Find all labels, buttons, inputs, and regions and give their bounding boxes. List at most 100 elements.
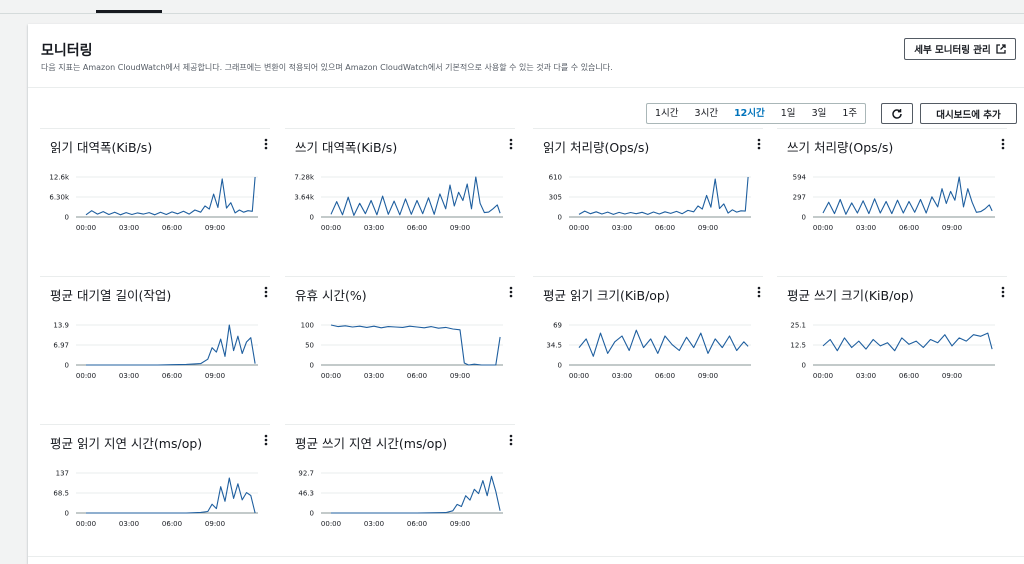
metric-chart: 100 50 0 00:00 03:00 06:00 09:00 bbox=[301, 322, 503, 380]
metric-chart: 12.6k 6.30k 0 00:00 03:00 06:00 09:00 bbox=[49, 174, 258, 232]
metric-chart: 594 297 0 00:00 03:00 06:00 09:00 bbox=[793, 174, 995, 232]
y-tick-label: 25.1 bbox=[790, 322, 806, 330]
manage-detailed-monitoring-button[interactable]: 세부 모니터링 관리 bbox=[904, 38, 1016, 60]
y-tick-label: 68.5 bbox=[53, 490, 69, 498]
chart-title: 쓰기 대역폭(KiB/s) bbox=[295, 140, 398, 155]
more-options-icon[interactable] bbox=[507, 137, 515, 151]
y-tick-label: 34.5 bbox=[546, 342, 562, 350]
time-range-option[interactable]: 3시간 bbox=[694, 108, 719, 119]
x-tick-label: 09:00 bbox=[698, 372, 718, 380]
metric-chart-card: 평균 대기열 길이(작업) 13.9 6.97 0 00:00 03:00 06:00 09:… bbox=[40, 276, 270, 415]
y-tick-label: 7.28k bbox=[294, 174, 315, 182]
chart-title: 읽기 처리량(Ops/s) bbox=[543, 140, 650, 155]
y-tick-label: 0 bbox=[310, 510, 314, 518]
x-tick-label: 00:00 bbox=[569, 224, 589, 232]
y-tick-label: 0 bbox=[558, 362, 562, 370]
refresh-icon bbox=[892, 108, 902, 119]
manage-detailed-monitoring-label: 세부 모니터링 관리 bbox=[914, 45, 991, 56]
time-range-option[interactable]: 1시간 bbox=[655, 108, 679, 119]
x-tick-label: 00:00 bbox=[813, 372, 833, 380]
metric-chart: 610 305 0 00:00 03:00 06:00 09:00 bbox=[549, 174, 751, 232]
x-tick-label: 06:00 bbox=[407, 224, 427, 232]
refresh-button[interactable] bbox=[881, 103, 913, 124]
x-tick-label: 03:00 bbox=[612, 224, 632, 232]
y-tick-label: 305 bbox=[549, 194, 562, 202]
add-to-dashboard-button[interactable]: 대시보드에 추가 bbox=[920, 103, 1017, 124]
x-tick-label: 09:00 bbox=[698, 224, 718, 232]
x-tick-label: 00:00 bbox=[321, 520, 341, 528]
more-options-icon[interactable] bbox=[755, 285, 763, 299]
series-line bbox=[86, 324, 256, 366]
x-tick-label: 09:00 bbox=[942, 372, 962, 380]
series-line bbox=[578, 329, 749, 357]
time-range-option[interactable]: 12시간 bbox=[734, 108, 765, 119]
series-line bbox=[331, 475, 501, 514]
y-tick-label: 0 bbox=[802, 214, 806, 222]
x-tick-label: 06:00 bbox=[162, 372, 182, 380]
more-options-icon[interactable] bbox=[262, 137, 270, 151]
metric-chart-card: 쓰기 처리량(Ops/s) 594 297 0 00:00 03:00 06:00 09:00 bbox=[777, 128, 1007, 267]
y-tick-label: 13.9 bbox=[53, 322, 69, 330]
x-tick-label: 06:00 bbox=[655, 372, 675, 380]
external-link-icon bbox=[996, 44, 1006, 54]
x-tick-label: 06:00 bbox=[407, 372, 427, 380]
more-options-icon[interactable] bbox=[262, 433, 270, 447]
active-tab-indicator bbox=[96, 10, 162, 13]
panel-header: 모니터링 다음 지표는 Amazon CloudWatch에서 제공합니다. 그… bbox=[28, 24, 1024, 88]
metric-chart: 13.9 6.97 0 00:00 03:00 06:00 09:00 bbox=[53, 322, 258, 380]
time-range-option[interactable]: 1일 bbox=[780, 108, 796, 119]
metric-chart-card: 유휴 시간(%) 100 50 0 00:00 03:00 06:00 09:00 bbox=[285, 276, 515, 415]
y-tick-label: 12.6k bbox=[49, 174, 70, 182]
y-tick-label: 297 bbox=[793, 194, 806, 202]
chart-title: 쓰기 처리량(Ops/s) bbox=[787, 140, 894, 155]
x-tick-label: 03:00 bbox=[119, 372, 139, 380]
x-tick-label: 00:00 bbox=[76, 224, 96, 232]
time-range-option[interactable]: 1주 bbox=[842, 108, 858, 119]
y-tick-label: 0 bbox=[802, 362, 806, 370]
x-tick-label: 00:00 bbox=[321, 224, 341, 232]
chart-title: 평균 읽기 크기(KiB/op) bbox=[543, 288, 670, 303]
series-line bbox=[822, 176, 993, 215]
x-tick-label: 00:00 bbox=[569, 372, 589, 380]
more-options-icon[interactable] bbox=[999, 285, 1007, 299]
x-tick-label: 06:00 bbox=[162, 224, 182, 232]
chart-title: 평균 쓰기 지연 시간(ms/op) bbox=[295, 436, 448, 451]
y-tick-label: 50 bbox=[305, 342, 314, 350]
x-tick-label: 00:00 bbox=[76, 520, 96, 528]
y-tick-label: 12.5 bbox=[790, 342, 806, 350]
y-tick-label: 0 bbox=[65, 510, 69, 518]
metric-chart: 69 34.5 0 00:00 03:00 06:00 09:00 bbox=[546, 322, 751, 380]
more-options-icon[interactable] bbox=[262, 285, 270, 299]
chart-title: 읽기 대역폭(KiB/s) bbox=[50, 140, 153, 155]
chart-title: 평균 대기열 길이(작업) bbox=[50, 288, 172, 303]
metric-chart-card: 읽기 처리량(Ops/s) 610 305 0 00:00 03:00 06:00 09:00 bbox=[533, 128, 763, 267]
series-line bbox=[85, 176, 256, 216]
metric-chart: 25.1 12.5 0 00:00 03:00 06:00 09:00 bbox=[790, 322, 995, 380]
more-options-icon[interactable] bbox=[755, 137, 763, 151]
metric-chart-card: 평균 읽기 지연 시간(ms/op) 137 68.5 0 00:00 03:00 06:0… bbox=[40, 424, 270, 563]
x-tick-label: 09:00 bbox=[450, 224, 470, 232]
x-tick-label: 06:00 bbox=[899, 224, 919, 232]
x-tick-label: 03:00 bbox=[119, 520, 139, 528]
monitoring-panel: 모니터링 다음 지표는 Amazon CloudWatch에서 제공합니다. 그… bbox=[28, 24, 1024, 564]
more-options-icon[interactable] bbox=[507, 433, 515, 447]
y-tick-label: 46.3 bbox=[298, 490, 314, 498]
y-tick-label: 137 bbox=[56, 470, 69, 478]
y-tick-label: 69 bbox=[553, 322, 562, 330]
series-line bbox=[822, 332, 993, 352]
x-tick-label: 03:00 bbox=[119, 224, 139, 232]
series-line bbox=[578, 176, 749, 215]
divider bbox=[28, 556, 1024, 557]
x-tick-label: 03:00 bbox=[364, 224, 384, 232]
y-tick-label: 0 bbox=[310, 214, 314, 222]
y-tick-label: 6.97 bbox=[53, 342, 69, 350]
chart-title: 평균 읽기 지연 시간(ms/op) bbox=[50, 436, 203, 451]
x-tick-label: 06:00 bbox=[162, 520, 182, 528]
x-tick-label: 09:00 bbox=[450, 520, 470, 528]
more-options-icon[interactable] bbox=[507, 285, 515, 299]
chart-title: 평균 쓰기 크기(KiB/op) bbox=[787, 288, 914, 303]
time-range-option[interactable]: 3일 bbox=[811, 108, 827, 119]
y-tick-label: 0 bbox=[65, 362, 69, 370]
more-options-icon[interactable] bbox=[999, 137, 1007, 151]
series-line bbox=[330, 324, 501, 366]
